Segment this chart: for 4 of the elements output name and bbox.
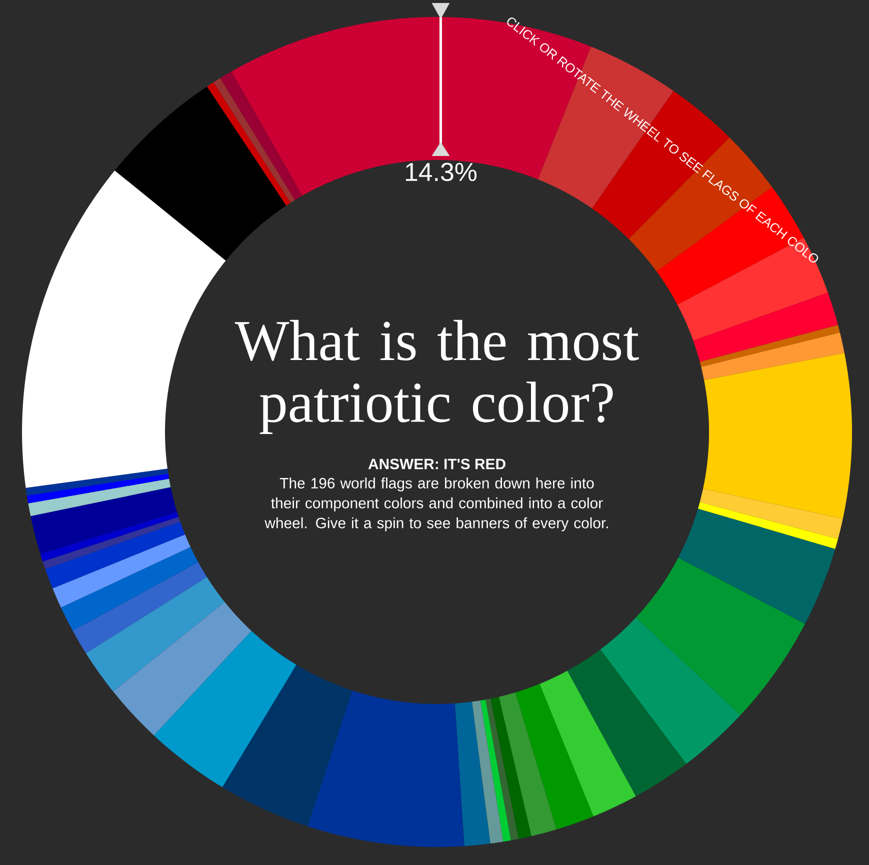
data-label: 14.3%: [406, 162, 477, 182]
text: ANSWER: IT'S RED: [368, 458, 506, 470]
text: What is the most patriotic color?: [234, 320, 639, 434]
text: The 196 world flags are broken down here into their component colors and combined into a color wheel. Give it a spin to see banners of every color.: [264, 478, 608, 532]
